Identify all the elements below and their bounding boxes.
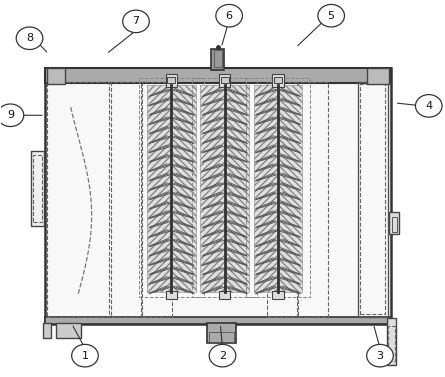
Bar [47,68,65,84]
Circle shape [0,104,24,127]
Circle shape [416,95,442,117]
Text: 5: 5 [328,11,335,21]
Bar [207,323,236,343]
Bar [45,68,391,324]
Bar [171,85,196,292]
Bar [272,74,284,87]
Bar [147,85,171,292]
Text: 3: 3 [376,351,384,361]
Bar [56,323,81,338]
Bar [31,151,44,226]
Bar [225,85,249,292]
Bar [221,77,229,83]
Circle shape [123,10,150,33]
Bar [387,318,396,365]
Bar [192,78,257,297]
Bar [45,68,391,83]
Bar [267,82,297,317]
Bar [358,82,388,317]
Circle shape [209,344,236,367]
Bar [45,317,391,324]
Bar [219,74,231,87]
Text: 9: 9 [7,110,14,120]
Bar [274,77,282,83]
Circle shape [16,27,43,49]
Bar [219,291,231,299]
Bar [254,85,278,292]
Bar [167,77,175,83]
Bar [142,82,172,317]
Bar [278,85,302,292]
Bar [214,50,222,67]
Bar [211,49,224,70]
Bar [147,85,171,292]
Circle shape [318,5,344,27]
Text: 2: 2 [219,351,226,361]
Circle shape [216,5,243,27]
Bar [200,85,225,292]
Bar [47,82,109,317]
Text: 7: 7 [133,16,140,26]
Text: 6: 6 [226,11,233,21]
Bar [200,85,225,292]
Bar [272,291,284,299]
Bar [298,82,328,317]
Circle shape [72,344,98,367]
Bar [43,323,51,338]
Bar [278,85,302,292]
Text: 8: 8 [26,33,33,43]
Bar [360,84,385,314]
Bar [392,217,397,232]
Bar [254,85,278,292]
Bar [166,291,177,299]
Bar [246,78,310,297]
Bar [367,68,389,84]
Bar [225,85,249,292]
Bar [389,212,399,234]
Bar [166,74,177,87]
Bar [32,155,42,222]
Bar [388,326,395,361]
Text: 1: 1 [81,351,89,361]
Bar [139,78,204,297]
Bar [171,85,196,292]
Text: 4: 4 [425,101,433,111]
Bar [111,82,141,317]
Bar [209,332,234,342]
Circle shape [367,344,393,367]
